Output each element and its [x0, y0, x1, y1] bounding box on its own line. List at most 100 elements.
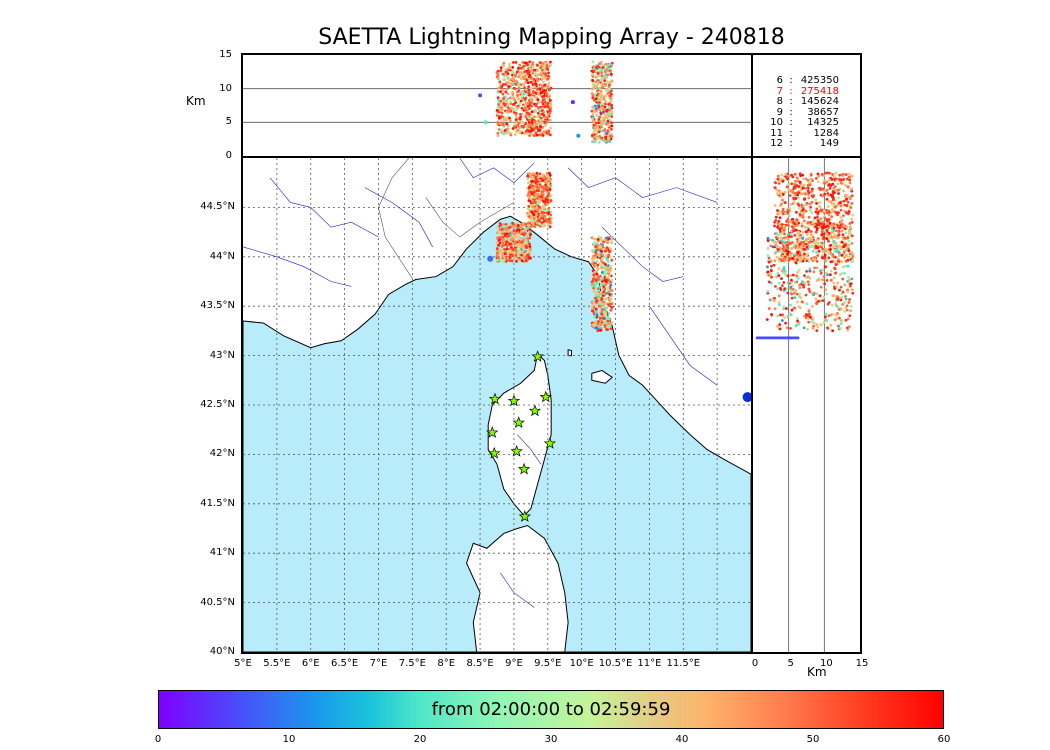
- lightning-point: [788, 242, 792, 246]
- lightning-point: [548, 111, 551, 115]
- lightning-point: [772, 336, 776, 340]
- lightning-point: [591, 323, 595, 326]
- lightning-point: [600, 93, 603, 97]
- lightning-point: [610, 79, 614, 83]
- lightning-point: [593, 123, 597, 127]
- map-y-tick: 42°N: [209, 448, 235, 460]
- lightning-point: [529, 174, 533, 178]
- lightning-point: [510, 231, 514, 235]
- lightning-point: [836, 295, 839, 298]
- river-4: [567, 167, 718, 203]
- lightning-point: [801, 192, 805, 196]
- lightning-point: [526, 243, 530, 247]
- lightning-point: [606, 92, 610, 95]
- lightning-point: [837, 324, 840, 328]
- lightning-point: [528, 236, 532, 240]
- station-marker: [543, 437, 557, 449]
- lightning-point: [600, 85, 604, 89]
- lightning-point: [782, 307, 786, 311]
- lightning-point: [788, 220, 792, 224]
- map-x-tick: 10°E: [569, 658, 594, 669]
- lightning-point: [806, 257, 809, 261]
- lightning-point: [785, 185, 789, 189]
- lightning-point: [592, 129, 596, 133]
- lightning-point: [799, 249, 803, 252]
- lightning-point: [801, 236, 805, 240]
- lightning-point: [594, 244, 598, 248]
- lightning-point: [500, 230, 504, 234]
- lightning-point: [504, 102, 507, 106]
- lightning-point: [596, 80, 600, 84]
- lightning-point: [836, 182, 840, 186]
- map-x-tick: 7°E: [369, 658, 388, 669]
- lightning-point: [808, 209, 812, 212]
- lightning-point: [801, 230, 804, 234]
- lightning-point: [543, 97, 546, 101]
- lightning-point: [806, 327, 809, 331]
- lightning-point: [601, 116, 605, 120]
- lightning-point: [779, 286, 782, 290]
- lightning-point: [532, 217, 536, 220]
- lightning-point: [780, 319, 784, 322]
- lightning-point: [813, 216, 817, 220]
- lightning-point: [603, 127, 607, 131]
- lightning-point: [547, 74, 550, 78]
- lightning-point: [500, 115, 504, 118]
- lightning-point: [790, 246, 794, 250]
- lightning-point: [520, 96, 524, 100]
- lightning-point: [798, 283, 801, 287]
- lightning-point: [810, 189, 814, 193]
- lightning-point: [802, 326, 806, 330]
- lightning-point: [610, 236, 614, 239]
- map-y-tick: 42.5°N: [200, 399, 235, 410]
- colorbar-tick: 0: [154, 734, 162, 745]
- lightning-point: [496, 134, 500, 138]
- lightning-point: [849, 282, 852, 286]
- lightning-point: [848, 172, 851, 176]
- lightning-point: [530, 87, 534, 90]
- lightning-point: [828, 187, 832, 190]
- lightning-point: [534, 192, 538, 196]
- lightning-point: [826, 273, 829, 277]
- lightning-point: [539, 181, 542, 185]
- lightning-point: [516, 84, 520, 87]
- lightning-point: [541, 80, 545, 84]
- lightning-point: [839, 285, 843, 289]
- lightning-point: [529, 216, 532, 220]
- lightning-point: [519, 231, 523, 234]
- lightning-point: [542, 130, 546, 134]
- lightning-point: [608, 113, 612, 117]
- lightning-point: [809, 233, 813, 237]
- lightning-point: [522, 121, 526, 125]
- lightning-point: [531, 172, 535, 175]
- lightning-point: [528, 67, 532, 70]
- altitude-panel: [241, 53, 753, 158]
- lightning-point: [786, 250, 790, 254]
- lightning-point: [833, 205, 837, 209]
- lightning-point: [497, 116, 501, 120]
- lightning-point: [529, 176, 533, 180]
- alt-y-tick: 5: [225, 116, 232, 128]
- lightning-point: [742, 392, 751, 403]
- lightning-point: [542, 176, 546, 180]
- map-x-tick: 5°E: [234, 658, 252, 669]
- lightning-point: [803, 281, 807, 285]
- lightning-point: [607, 63, 611, 67]
- lightning-point: [511, 90, 514, 94]
- lightning-point: [784, 211, 787, 215]
- lightning-point: [543, 214, 547, 218]
- lightning-point: [846, 185, 850, 189]
- lightning-point: [520, 106, 524, 110]
- lightning-point: [843, 193, 847, 197]
- lightning-point: [796, 270, 800, 274]
- chart-title: SAETTA Lightning Mapping Array - 240818: [318, 25, 785, 50]
- lightning-point: [602, 247, 606, 251]
- lightning-point: [779, 191, 783, 194]
- lightning-point: [829, 278, 833, 282]
- lightning-point: [533, 115, 536, 119]
- lightning-point: [766, 265, 769, 269]
- lightning-point: [514, 244, 518, 247]
- lightning-point: [505, 81, 508, 85]
- lightning-point: [506, 72, 510, 76]
- lightning-point: [542, 113, 546, 117]
